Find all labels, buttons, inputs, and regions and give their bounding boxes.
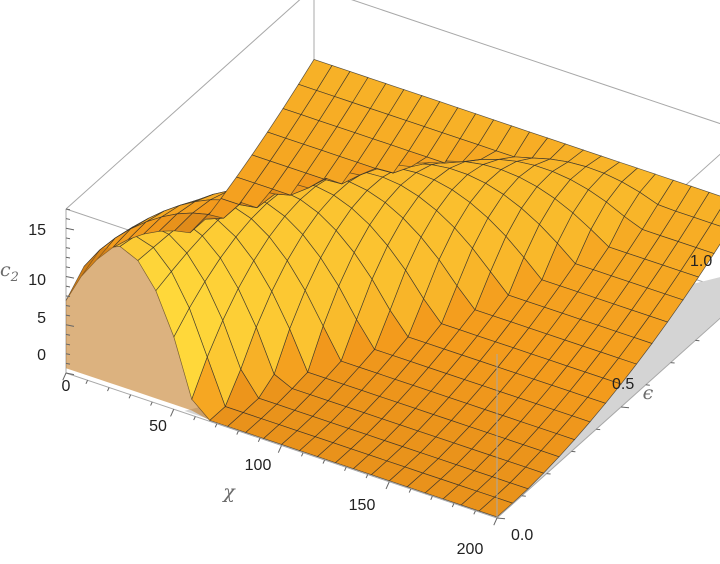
x-tick-mark — [277, 445, 282, 453]
z-axis-label-subscript: 2 — [10, 270, 19, 285]
x-tick-mark — [300, 452, 304, 457]
x-tick-mark — [430, 496, 433, 501]
z-tick-mark — [65, 266, 71, 269]
z-tick-mark — [65, 314, 71, 317]
y-tick-mark — [620, 406, 630, 409]
x-tick-mark — [451, 503, 455, 508]
z-tick-label: 15 — [28, 222, 46, 239]
z-tick-mark — [65, 227, 75, 231]
x-tick-mark — [193, 416, 196, 421]
x-tick-label: 100 — [245, 457, 272, 474]
x-tick-mark — [107, 387, 110, 392]
z-tick-mark — [65, 333, 71, 336]
z-tick-mark — [65, 208, 71, 211]
y-axis-label: ϵ — [643, 382, 654, 404]
z-tick-label: 0 — [37, 347, 46, 364]
z-tick-mark — [65, 353, 71, 355]
z-tick-mark — [65, 285, 71, 288]
x-tick-mark — [150, 401, 153, 406]
y-tick-mark — [496, 517, 506, 520]
z-tick-mark — [65, 276, 75, 279]
z-axis-label-base: c — [0, 259, 11, 281]
x-tick-mark — [85, 380, 89, 385]
z-tick-mark — [65, 247, 71, 249]
x-tick-mark — [365, 474, 369, 479]
x-tick-mark — [473, 510, 476, 515]
x-tick-label: 50 — [149, 418, 167, 435]
z-tick-mark — [65, 295, 71, 298]
x-tick-mark — [128, 394, 132, 399]
y-tick-label: 0.5 — [612, 376, 634, 393]
x-tick-mark — [257, 438, 261, 443]
z-tick-mark — [65, 237, 71, 240]
x-tick-mark — [408, 488, 412, 493]
surface-front-face — [66, 246, 497, 517]
x-tick-label: 150 — [349, 497, 376, 514]
z-tick-mark — [65, 343, 71, 346]
x-tick-label: 0 — [62, 378, 71, 395]
z-tick-mark — [65, 304, 71, 307]
x-axis-label: χ — [221, 481, 236, 503]
z-tick-mark — [65, 362, 71, 365]
axis-ticks — [62, 208, 700, 526]
z-axis-label: c2 — [0, 259, 19, 285]
z-tick-mark — [65, 324, 75, 327]
z-tick-label: 5 — [37, 310, 46, 327]
surface-patch — [710, 208, 720, 227]
x-tick-mark — [493, 517, 498, 526]
z-tick-mark — [65, 256, 71, 259]
surface-mesh — [65, 58, 720, 518]
z-tick-mark — [65, 372, 75, 376]
x-tick-mark — [322, 459, 326, 464]
x-tick-mark — [385, 481, 390, 490]
box-edge — [351, 0, 720, 125]
x-tick-label: 200 — [457, 541, 484, 558]
x-tick-mark — [170, 409, 175, 417]
x-tick-mark — [344, 467, 347, 472]
y-tick-label: 1.0 — [690, 253, 712, 270]
x-tick-mark — [214, 423, 218, 428]
box-edge — [65, 0, 301, 210]
z-tick-label: 10 — [28, 272, 46, 289]
z-tick-mark — [65, 218, 71, 220]
x-tick-mark — [236, 430, 239, 435]
y-tick-label: 0.0 — [511, 527, 533, 544]
x-tick-mark — [62, 372, 67, 381]
